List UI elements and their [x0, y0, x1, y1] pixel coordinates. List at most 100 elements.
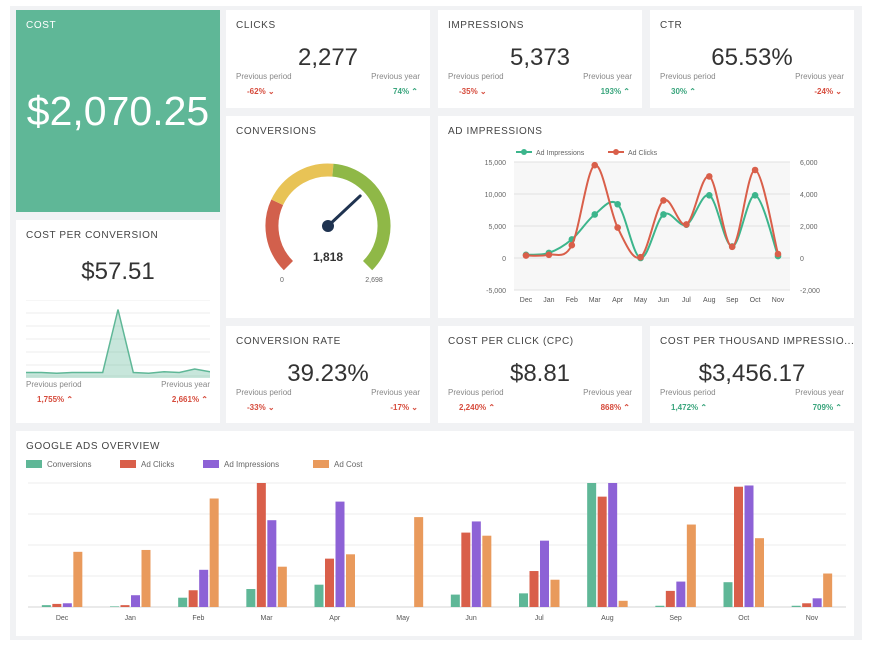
bar-ad-clicks[interactable]	[802, 603, 812, 607]
legend-marker	[613, 149, 619, 155]
bar-conversions[interactable]	[246, 589, 256, 607]
bar-ad-clicks[interactable]	[120, 605, 130, 607]
bar-ad-cost[interactable]	[141, 549, 151, 607]
data-point[interactable]	[591, 211, 599, 218]
bar-ad-clicks[interactable]	[188, 590, 198, 607]
bar-ad-cost[interactable]	[686, 524, 696, 607]
chevron-up-icon: ⌃	[689, 87, 696, 96]
y-right-tick: -2,000	[800, 288, 820, 295]
x-tick-label: Oct	[750, 297, 761, 304]
x-tick-label: Aug	[703, 297, 716, 304]
bar-ad-cost[interactable]	[755, 538, 764, 607]
bar-ad-impressions[interactable]	[131, 595, 140, 607]
bar-ad-impressions[interactable]	[744, 485, 754, 607]
bar-ad-impressions[interactable]	[540, 540, 549, 607]
conversions-title: CONVERSIONS	[236, 126, 317, 137]
bar-ad-cost[interactable]	[414, 517, 424, 607]
x-tick-label: Nov	[806, 615, 819, 622]
gauge-min-label: 0	[280, 277, 284, 284]
data-point[interactable]	[728, 243, 736, 251]
bar-ad-impressions[interactable]	[676, 581, 686, 607]
cpc-card[interactable]: COST PER CLICK (CPC) $8.81 Previous peri…	[438, 326, 642, 423]
bar-ad-clicks[interactable]	[256, 483, 266, 607]
chevron-up-icon: ⌃	[201, 395, 208, 404]
data-point[interactable]	[522, 252, 530, 259]
bar-conversions[interactable]	[655, 605, 665, 607]
data-point[interactable]	[751, 166, 759, 174]
data-point[interactable]	[683, 221, 690, 228]
bar-ad-clicks[interactable]	[325, 558, 334, 607]
data-point[interactable]	[637, 253, 644, 261]
chevron-up-icon: ⌃	[623, 403, 630, 412]
data-point[interactable]	[591, 161, 599, 169]
legend-label[interactable]: Ad Impressions	[536, 150, 585, 157]
conversion-rate-card[interactable]: CONVERSION RATE 39.23% Previous period P…	[226, 326, 430, 423]
bar-ad-clicks[interactable]	[734, 486, 743, 607]
conversions-card[interactable]: CONVERSIONS 1,818 0 2,698	[226, 116, 430, 318]
ctr-title: CTR	[660, 20, 683, 31]
data-point[interactable]	[705, 191, 713, 199]
clicks-card[interactable]: CLICKS 2,277 Previous period Previous ye…	[226, 10, 430, 108]
cpm-card[interactable]: COST PER THOUSAND IMPRESSIO... $3,456.17…	[650, 326, 854, 423]
data-point[interactable]	[660, 211, 667, 218]
bar-ad-cost[interactable]	[277, 566, 287, 607]
legend-ad-impressions[interactable]: Ad Impressions	[203, 460, 279, 469]
bar-conversions[interactable]	[314, 584, 324, 607]
x-tick-label: Oct	[738, 615, 749, 622]
data-point[interactable]	[774, 250, 782, 258]
bar-ad-clicks[interactable]	[461, 532, 471, 607]
chevron-down-icon: ⌄	[267, 87, 275, 96]
impressions-prev-year-value: 193%	[600, 87, 622, 96]
ad-impressions-card[interactable]: AD IMPRESSIONS 15,000 6,000 10,000 4,000 5,0…	[438, 116, 854, 318]
data-point[interactable]	[614, 224, 621, 231]
cost-per-conversion-card[interactable]: COST PER CONVERSION $57.51 Previous peri…	[16, 220, 220, 423]
legend-ad-clicks[interactable]: Ad Clicks	[120, 460, 174, 469]
conversions-value: 1,818	[313, 250, 343, 264]
y-right-tick: 6,000	[800, 160, 818, 167]
google-ads-overview-card[interactable]: GOOGLE ADS OVERVIEW Conversions Ad Click…	[16, 431, 854, 636]
gauge-needle	[326, 194, 362, 228]
bar-conversions[interactable]	[41, 605, 51, 607]
bar-conversions[interactable]	[519, 593, 528, 607]
ctr-prev-year-label: Previous year	[795, 72, 844, 81]
bar-conversions[interactable]	[110, 606, 119, 607]
cost-card[interactable]: COST $2,070.25	[16, 10, 220, 212]
bar-conversions[interactable]	[791, 605, 801, 607]
data-point[interactable]	[614, 200, 621, 208]
bar-ad-impressions[interactable]	[812, 598, 822, 607]
legend-ad-cost[interactable]: Ad Cost	[313, 460, 362, 469]
data-point[interactable]	[545, 251, 553, 259]
y-left-tick: -5,000	[486, 288, 506, 295]
bar-conversions[interactable]	[723, 582, 733, 607]
bar-conversions[interactable]	[587, 483, 597, 607]
bar-ad-cost[interactable]	[209, 498, 219, 608]
impressions-card[interactable]: IMPRESSIONS 5,373 Previous period Previo…	[438, 10, 642, 108]
bar-ad-impressions[interactable]	[267, 520, 277, 607]
bar-ad-clicks[interactable]	[52, 603, 62, 607]
legend-conversions[interactable]: Conversions	[26, 460, 91, 469]
ctr-card[interactable]: CTR 65.53% Previous period Previous year…	[650, 10, 854, 108]
bar-ad-impressions[interactable]	[335, 501, 345, 607]
legend-label[interactable]: Ad Clicks	[628, 150, 658, 157]
bar-ad-impressions[interactable]	[471, 521, 481, 607]
bar-ad-cost[interactable]	[73, 551, 83, 607]
bar-ad-impressions[interactable]	[199, 569, 209, 607]
bar-ad-impressions[interactable]	[608, 483, 618, 607]
x-tick-label: Jan	[543, 297, 554, 304]
legend-swatch	[203, 460, 219, 468]
data-point[interactable]	[705, 173, 713, 180]
data-point[interactable]	[751, 191, 759, 199]
bar-ad-cost[interactable]	[823, 573, 833, 607]
bar-ad-clicks[interactable]	[529, 571, 539, 607]
bar-ad-clicks[interactable]	[665, 590, 675, 607]
bar-conversions[interactable]	[178, 597, 188, 607]
bar-ad-cost[interactable]	[618, 600, 628, 607]
bar-ad-cost[interactable]	[550, 579, 560, 607]
bar-ad-clicks[interactable]	[597, 496, 607, 607]
data-point[interactable]	[568, 241, 576, 249]
bar-ad-impressions[interactable]	[62, 603, 72, 607]
data-point[interactable]	[660, 197, 667, 204]
bar-ad-cost[interactable]	[346, 554, 355, 607]
bar-conversions[interactable]	[450, 594, 460, 607]
bar-ad-cost[interactable]	[482, 535, 492, 607]
